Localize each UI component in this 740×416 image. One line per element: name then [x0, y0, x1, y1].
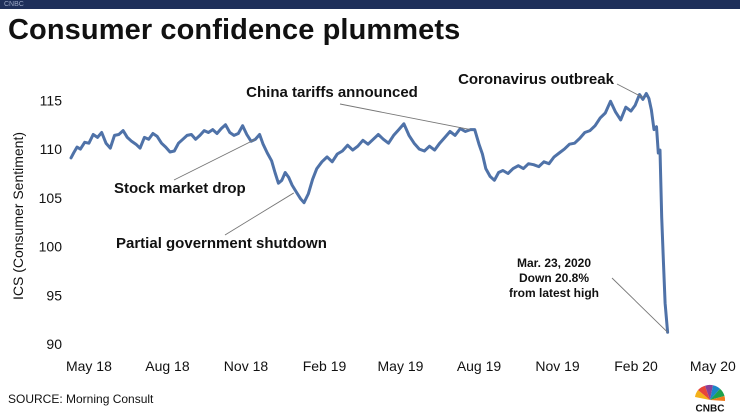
annotation-government-shutdown-leader [224, 192, 295, 236]
x-tick-label: Feb 19 [303, 358, 347, 374]
y-tick-label: 110 [40, 141, 63, 157]
series-line [69, 92, 670, 334]
annotation-stock-market-drop-leader [173, 138, 256, 181]
annotations: China tariffs announced Coronavirus outbr… [114, 71, 668, 333]
x-tick-label: May 20 [690, 358, 736, 374]
annotation-stock-market-drop-label: Stock market drop [114, 180, 246, 197]
annotation-coronavirus-leader [616, 83, 644, 98]
source-note: SOURCE: Morning Consult [8, 392, 154, 406]
annotation-mar-23-2020-line: from latest high [509, 286, 599, 300]
x-tick-label: Nov 18 [224, 358, 269, 374]
x-tick-label: Nov 19 [535, 358, 580, 374]
y-axis-label: ICS (Consumer Sentiment) [10, 132, 26, 300]
x-tick-label: May 18 [66, 358, 112, 374]
y-tick-label: 90 [46, 336, 62, 352]
series [69, 92, 670, 334]
top-bar: CNBC [0, 0, 740, 9]
y-tick-label: 115 [40, 92, 63, 108]
x-tick-label: Feb 20 [614, 358, 658, 374]
x-tick-label: Aug 19 [457, 358, 502, 374]
y-tick-label: 100 [39, 239, 63, 255]
annotation-coronavirus-label: Coronavirus outbreak [458, 71, 615, 88]
x-axis: May 18 Aug 18 Nov 18 Feb 19 May 19 Aug 19 Nov … [66, 358, 736, 374]
y-tick-label: 95 [46, 287, 62, 303]
x-tick-label: May 19 [378, 358, 424, 374]
cnbc-peacock-logo: CNBC [688, 384, 732, 415]
annotation-mar-23-2020-line: Down 20.8% [519, 271, 589, 285]
top-bar-label: CNBC [4, 1, 24, 8]
y-axis: 90 95 100 105 110 115 ICS (Consumer Sentiment) [10, 92, 62, 352]
annotation-mar-23-2020-leader [611, 277, 668, 333]
svg-text:CNBC: CNBC [696, 404, 725, 415]
x-tick-label: Aug 18 [145, 358, 190, 374]
annotation-china-tariffs-label: China tariffs announced [246, 84, 418, 101]
annotation-government-shutdown-label: Partial government shutdown [116, 235, 327, 252]
y-tick-label: 105 [39, 190, 63, 206]
annotation-mar-23-2020-line: Mar. 23, 2020 [517, 256, 591, 270]
annotation-china-tariffs-leader [339, 103, 471, 131]
chart-title: Consumer confidence plummets [8, 14, 461, 46]
